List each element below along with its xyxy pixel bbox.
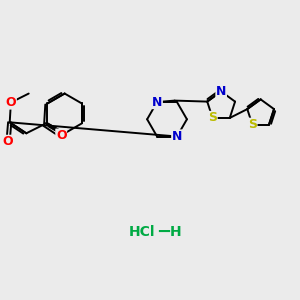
Text: S: S (208, 111, 217, 124)
Text: O: O (3, 135, 13, 148)
Text: H: H (170, 225, 182, 239)
Text: S: S (248, 118, 257, 131)
Text: HCl: HCl (129, 225, 155, 239)
Text: O: O (56, 129, 67, 142)
Text: O: O (6, 96, 16, 109)
Text: N: N (152, 96, 162, 109)
Text: −: − (157, 223, 172, 241)
Text: N: N (172, 130, 182, 143)
Text: N: N (216, 85, 226, 98)
